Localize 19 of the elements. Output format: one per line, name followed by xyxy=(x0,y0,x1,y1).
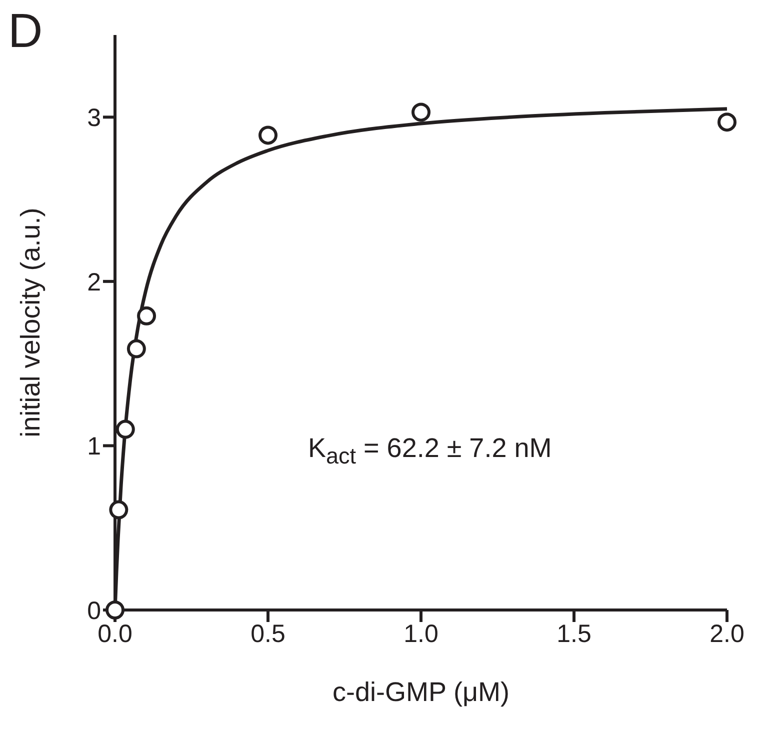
x-tick-label: 0.5 xyxy=(250,620,286,648)
x-tick-label: 1.5 xyxy=(556,620,592,648)
point xyxy=(126,339,146,358)
point xyxy=(106,600,124,620)
y-tick-label: 1 xyxy=(87,432,101,461)
point xyxy=(718,112,736,132)
annotation: K$_{act}$ = 62.2 ± 7.2 nM xyxy=(308,433,552,470)
point xyxy=(137,306,156,326)
point xyxy=(109,500,128,520)
x-tick-label: 2.0 xyxy=(710,620,744,648)
x-axis-title: c-di-GMP (μM) xyxy=(332,677,510,707)
point xyxy=(116,420,135,439)
point xyxy=(258,126,278,145)
chart-title: D xyxy=(8,4,43,59)
y-tick-label: 2 xyxy=(87,268,101,296)
y-axis-title: initial velocity (a.u.) xyxy=(16,208,46,438)
y-tick-label: 3 xyxy=(87,104,101,132)
point xyxy=(412,102,430,122)
x-tick-label: 1.0 xyxy=(404,620,438,648)
